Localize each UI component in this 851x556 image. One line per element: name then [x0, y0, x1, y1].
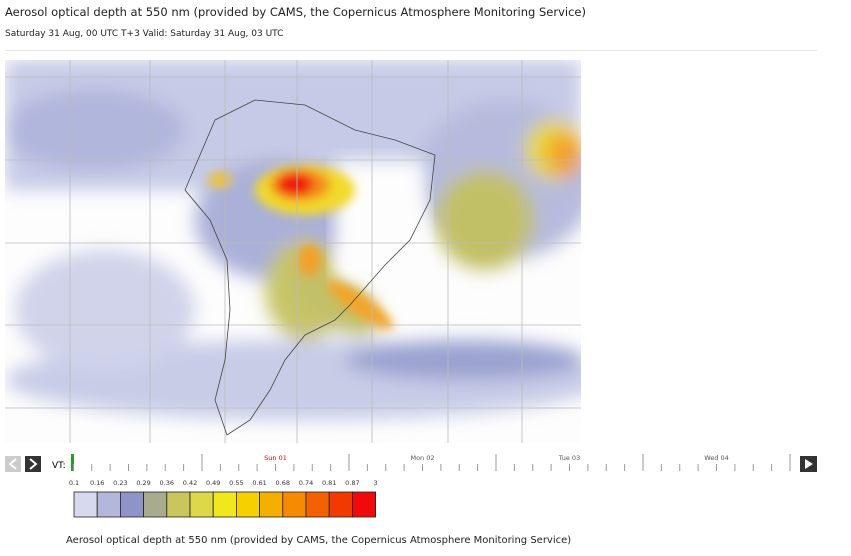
- day-label: Sun 01: [264, 454, 287, 462]
- day-label: Wed 04: [704, 454, 729, 462]
- legend-label: 0.55: [229, 479, 243, 487]
- legend-swatch: [282, 491, 307, 518]
- legend-swatch: [212, 491, 237, 518]
- prev-icon: [8, 458, 17, 470]
- timeline: VT: Sun 01 Mon 02 Tue 03 Wed 04 0.1 0.16 0.23 0…: [5, 454, 817, 518]
- legend-swatch: [351, 491, 376, 518]
- legend-label: 0.1: [69, 479, 79, 487]
- legend-label: 0.81: [322, 479, 336, 487]
- legend-swatch: [189, 491, 214, 518]
- vt-indicator: [71, 454, 74, 471]
- title: Aerosol optical depth at 550 nm (provide…: [5, 5, 586, 19]
- legend-label: 0.61: [252, 479, 266, 487]
- legend-label: 0.42: [183, 479, 197, 487]
- legend-label: 0.87: [345, 479, 359, 487]
- legend-swatch: [235, 491, 260, 518]
- legend-swatch: [143, 491, 168, 518]
- day-label: Mon 02: [410, 454, 434, 462]
- legend-label: 3: [374, 479, 378, 487]
- legend-swatch: [328, 491, 353, 518]
- legend-swatch: [259, 491, 284, 518]
- day-label: Tue 03: [558, 454, 580, 462]
- divider: [5, 50, 817, 51]
- legend-swatch: [73, 491, 98, 518]
- prev-button[interactable]: [5, 456, 21, 472]
- legend-label: 0.74: [299, 479, 313, 487]
- legend-label: 0.49: [206, 479, 220, 487]
- legend-swatch: [166, 491, 191, 518]
- legend-label: 0.29: [136, 479, 150, 487]
- next-icon: [29, 458, 38, 470]
- caption: Aerosol optical depth at 550 nm (provide…: [66, 535, 572, 546]
- next-button[interactable]: [25, 456, 41, 472]
- legend-label: 0.36: [160, 479, 174, 487]
- play-icon: [805, 459, 813, 469]
- legend-label: 0.23: [113, 479, 127, 487]
- legend-label: 0.68: [276, 479, 290, 487]
- legend-swatch: [305, 491, 330, 518]
- vt-label: VT:: [52, 461, 66, 471]
- map: [5, 60, 581, 443]
- subtitle: Saturday 31 Aug, 00 UTC T+3 Valid: Satur…: [5, 29, 284, 39]
- legend-swatch: [96, 491, 121, 518]
- legend-swatch: [120, 491, 145, 518]
- legend-label: 0.16: [90, 479, 104, 487]
